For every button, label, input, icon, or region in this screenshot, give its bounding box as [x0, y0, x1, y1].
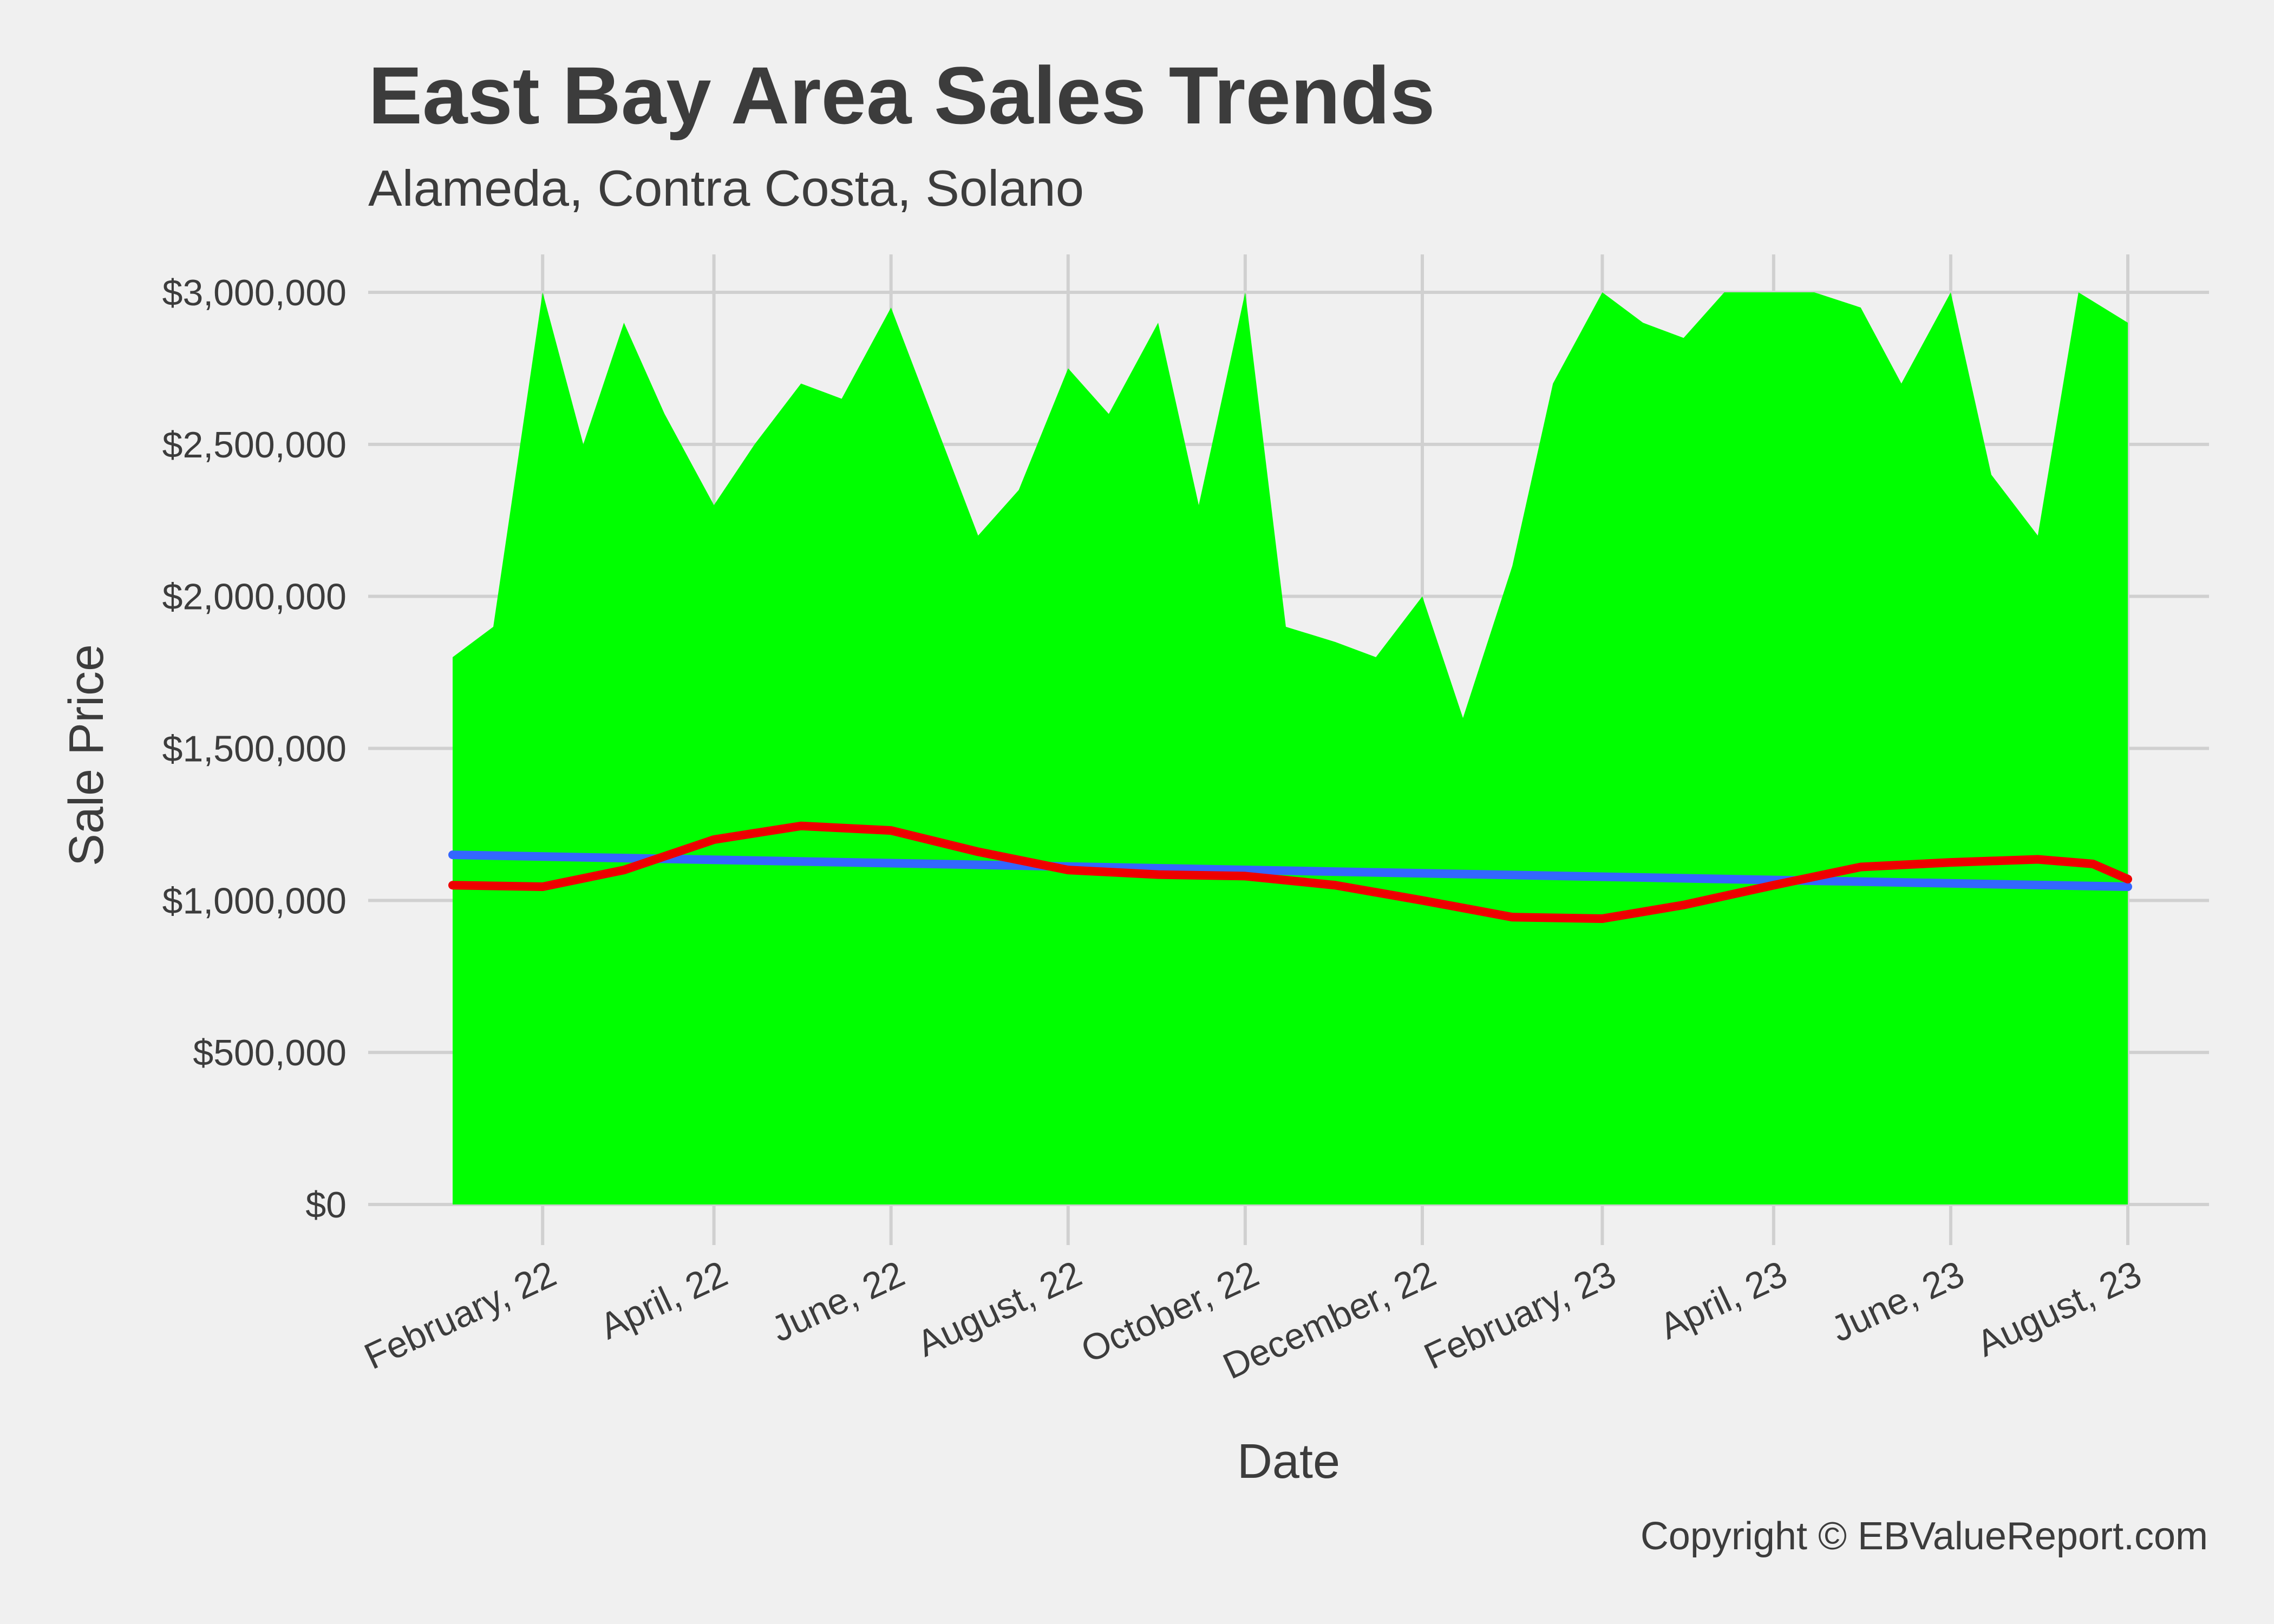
- x-tick-label: August, 23: [1971, 1253, 2148, 1365]
- trend-lines-layer: [448, 821, 2132, 924]
- y-tick-label: $1,500,000: [162, 729, 347, 770]
- y-tick-label: $3,000,000: [162, 272, 347, 313]
- y-tick-label: $0: [305, 1184, 347, 1226]
- x-tick-label: February, 22: [358, 1253, 563, 1378]
- y-tick-label: $1,000,000: [162, 880, 347, 921]
- x-tick-label: June, 23: [1825, 1253, 1971, 1350]
- copyright-caption: Copyright © EBValueReport.com: [1641, 1515, 2208, 1558]
- x-axis-ticks: February, 22 April, 22 June, 22 August, 22O…: [358, 1253, 2148, 1387]
- y-tick-label: $500,000: [193, 1032, 347, 1073]
- sales-area-layer: [453, 292, 2128, 1204]
- x-tick-label: June, 22: [765, 1253, 911, 1350]
- x-tick-label: August, 22: [911, 1253, 1088, 1365]
- x-tick-label: February, 23: [1418, 1253, 1622, 1378]
- x-tick-label: April, 23: [1654, 1253, 1793, 1347]
- chart-title: East Bay Area Sales Trends: [368, 50, 1435, 141]
- smoothed-trend-line: [448, 821, 2132, 924]
- sales-price-area: [453, 292, 2128, 1204]
- y-axis-ticks: $0 $500,000 $1,000,000 $1,500,000 $2,000,000…: [162, 272, 347, 1226]
- y-tick-label: $2,500,000: [162, 424, 347, 466]
- x-tick-label: April, 22: [594, 1253, 734, 1347]
- y-tick-label: $2,000,000: [162, 577, 347, 618]
- x-axis-title: Date: [1237, 1435, 1340, 1489]
- y-axis-title: Sale Price: [60, 644, 114, 866]
- linear-trend-line: [448, 850, 2132, 892]
- chart-subtitle: Alameda, Contra Costa, Solano: [368, 160, 1084, 217]
